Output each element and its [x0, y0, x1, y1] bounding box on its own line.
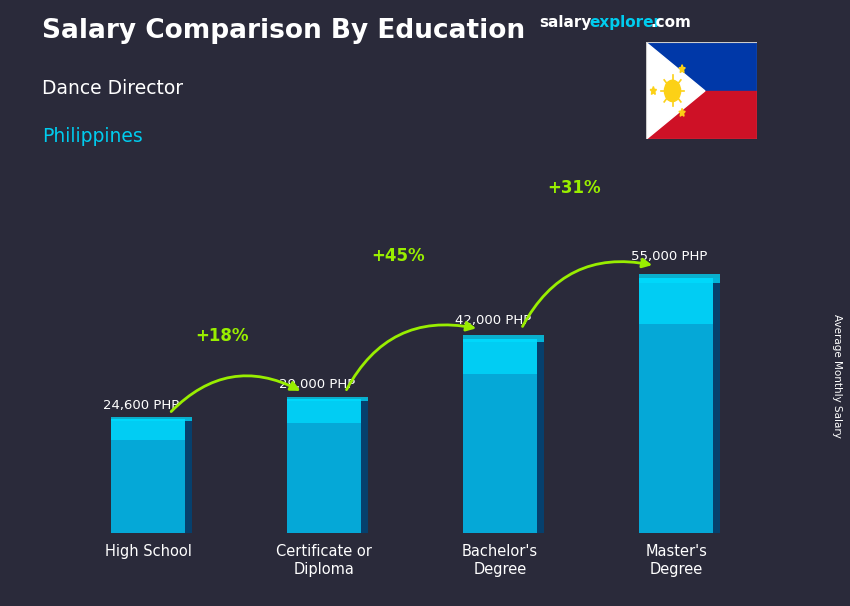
Bar [111, 418, 192, 421]
Polygon shape [679, 108, 685, 116]
Bar [463, 339, 537, 533]
Text: .com: .com [650, 15, 691, 30]
Bar [287, 399, 361, 423]
Text: Average Monthly Salary: Average Monthly Salary [832, 314, 842, 438]
Text: 29,000 PHP: 29,000 PHP [279, 378, 355, 391]
Text: 42,000 PHP: 42,000 PHP [455, 314, 531, 327]
Bar [463, 339, 537, 374]
Text: Salary Comparison By Education: Salary Comparison By Education [42, 18, 525, 44]
Bar [646, 42, 756, 91]
Bar [646, 91, 756, 139]
Text: +31%: +31% [547, 179, 601, 197]
Bar [639, 278, 713, 324]
Text: 55,000 PHP: 55,000 PHP [631, 250, 707, 263]
Bar [287, 399, 361, 533]
Bar [537, 339, 545, 533]
Text: 24,600 PHP: 24,600 PHP [103, 399, 179, 413]
Polygon shape [679, 65, 685, 73]
Bar [463, 335, 545, 342]
Bar [287, 396, 368, 401]
Bar [361, 399, 368, 533]
Text: +45%: +45% [371, 247, 425, 265]
Bar [111, 419, 185, 533]
Polygon shape [646, 42, 705, 139]
Bar [639, 278, 713, 533]
Circle shape [665, 80, 681, 102]
Bar [185, 419, 192, 533]
Bar [713, 278, 721, 533]
Text: salary: salary [540, 15, 592, 30]
Bar [639, 274, 721, 283]
Text: +18%: +18% [196, 327, 249, 345]
Text: Philippines: Philippines [42, 127, 144, 146]
Text: explorer: explorer [589, 15, 661, 30]
Text: Dance Director: Dance Director [42, 79, 184, 98]
Polygon shape [650, 87, 656, 95]
Bar [111, 419, 185, 440]
